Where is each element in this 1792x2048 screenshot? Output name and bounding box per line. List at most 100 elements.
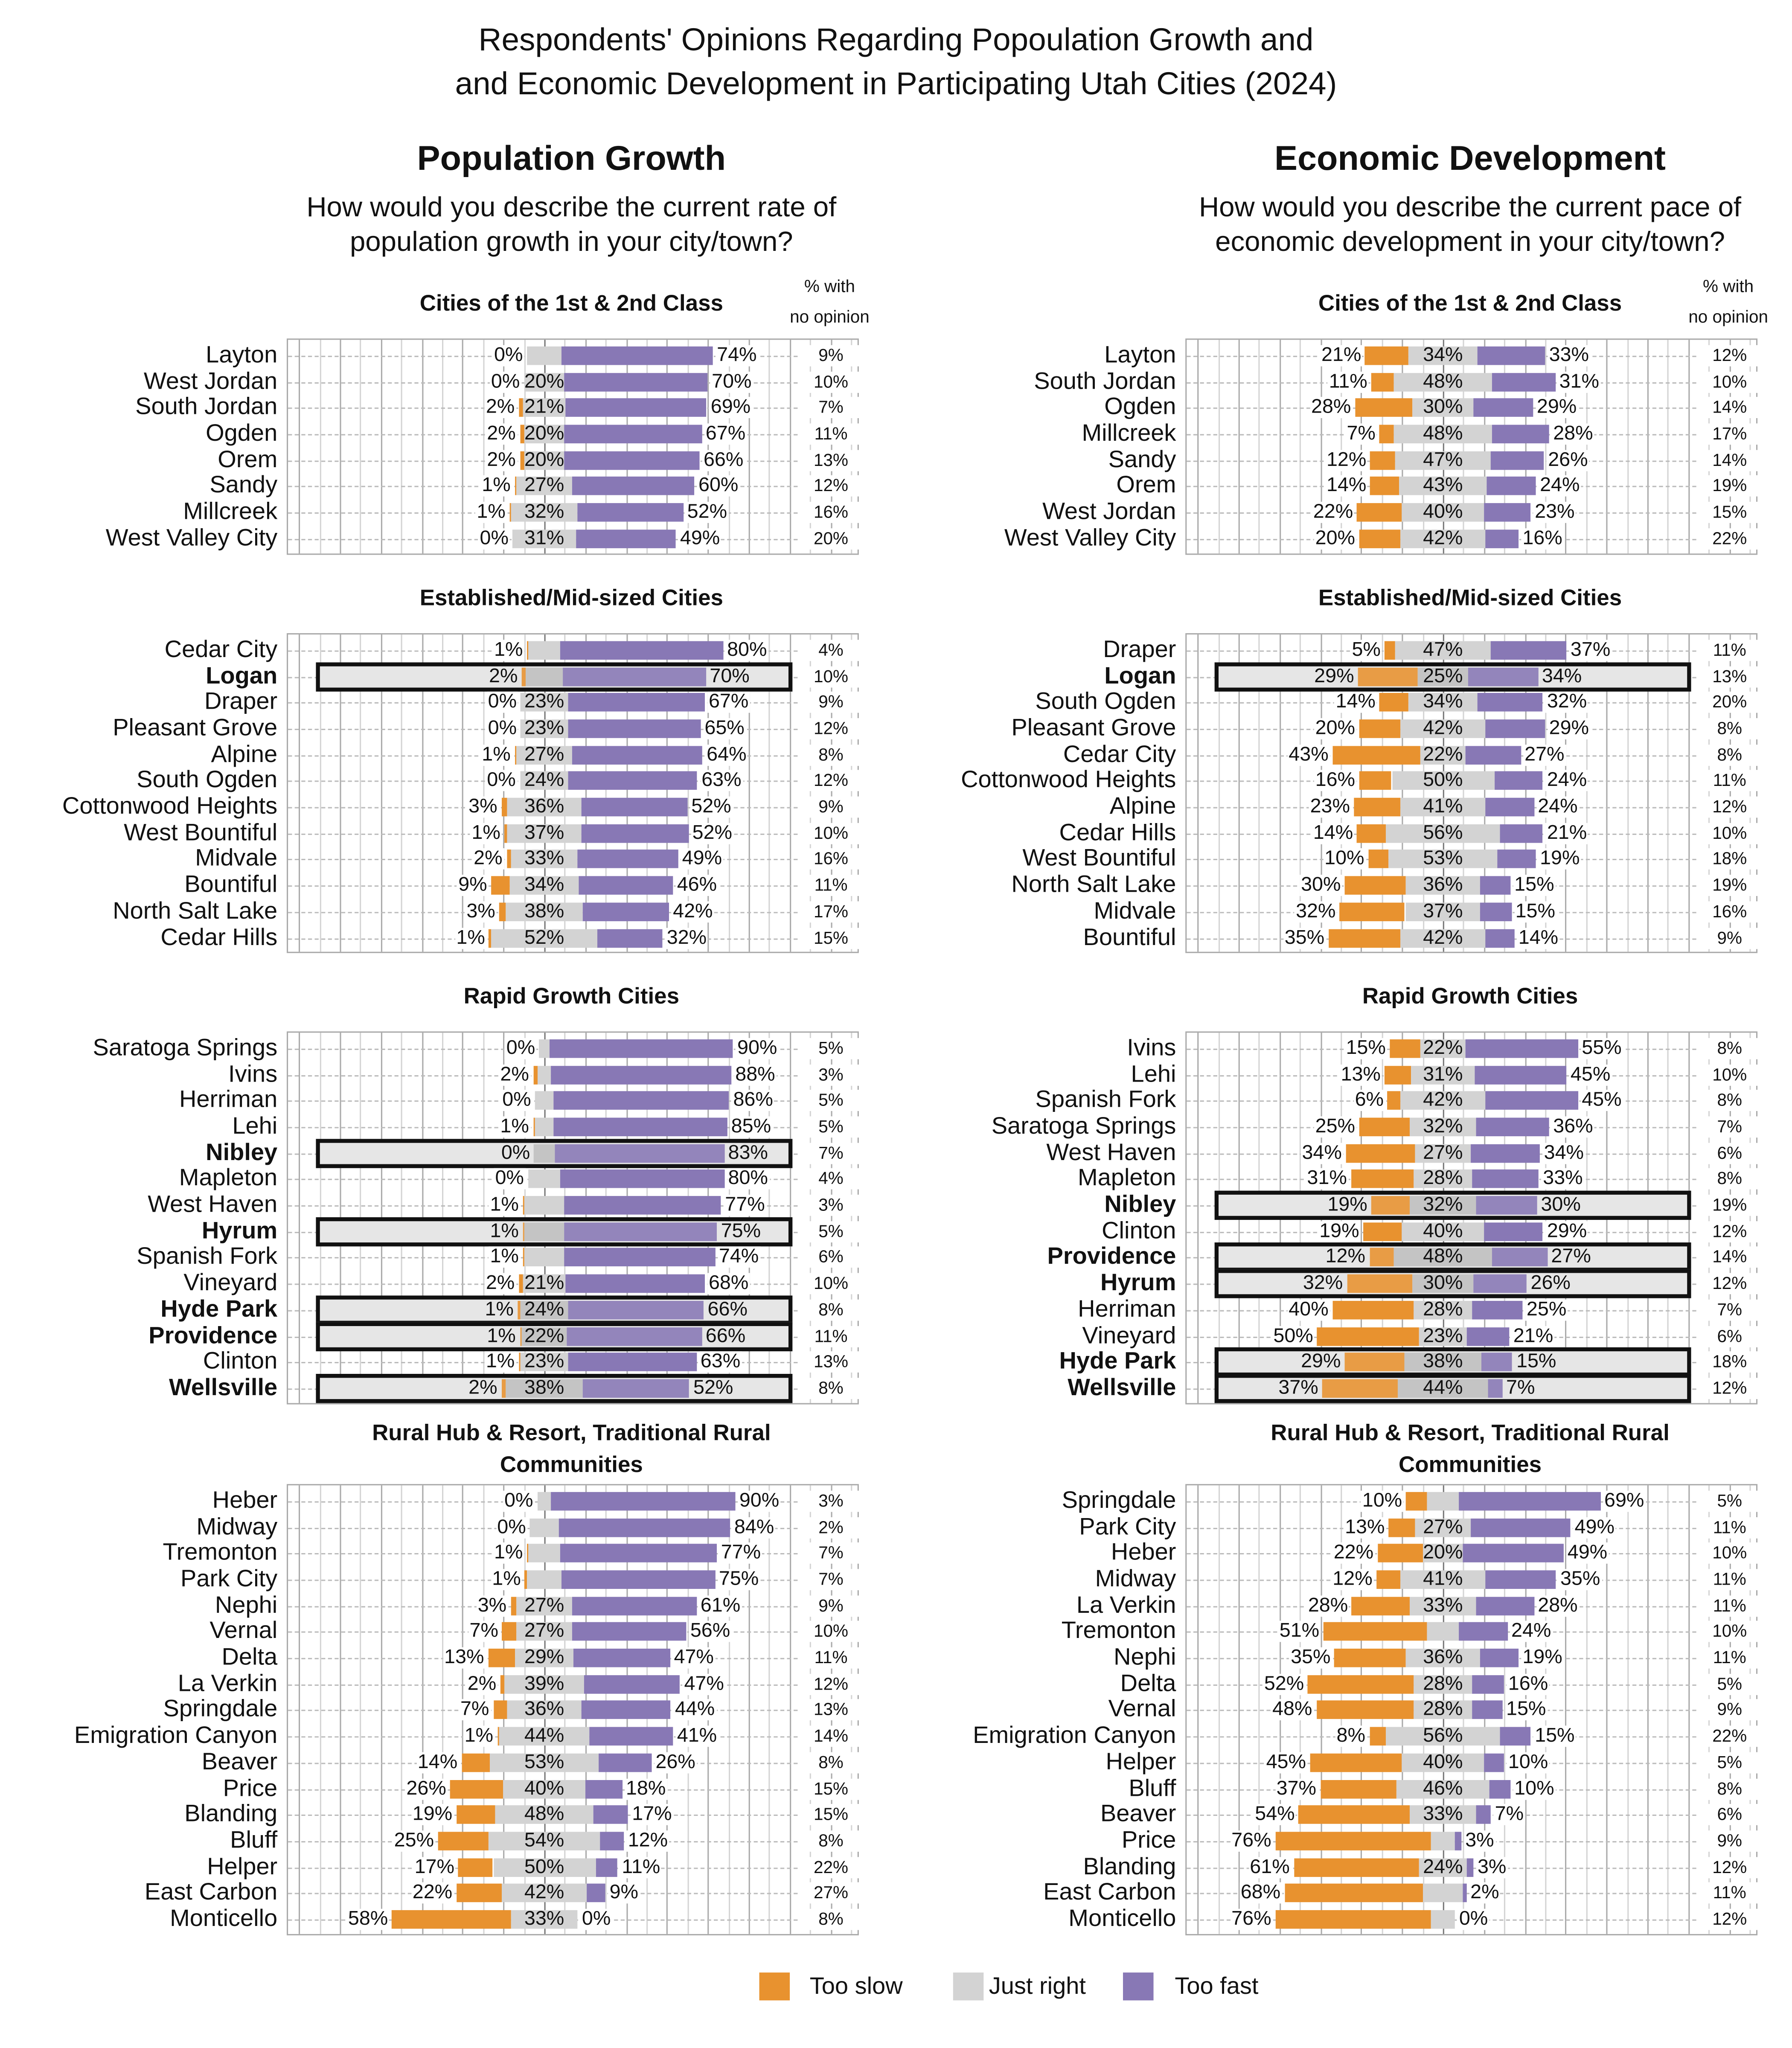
bar-too-fast (1486, 529, 1519, 548)
panel-question-line: How would you describe the current rate … (306, 192, 837, 223)
label-too-fast: 45% (1569, 1063, 1612, 1085)
bar-too-slow (523, 1222, 525, 1241)
label-too-slow: 2% (486, 449, 517, 471)
label-no-opinion: 12% (1696, 1273, 1763, 1295)
bar-too-fast (579, 876, 673, 895)
bar-too-slow (527, 1544, 529, 1563)
section-header: Rapid Growth Cities (279, 981, 864, 1013)
label-just-right: 24% (1423, 1855, 1463, 1878)
bar-too-fast (572, 1596, 697, 1615)
gridline-vertical (1524, 634, 1526, 952)
table-row: 32% 37% 15% 16% (1187, 634, 1763, 952)
label-no-opinion: 12% (1696, 345, 1763, 367)
city-label: Sandy (209, 471, 278, 498)
label-too-fast: 21% (1545, 822, 1588, 844)
label-too-fast: 33% (1542, 1168, 1584, 1190)
label-too-slow: 0% (486, 691, 518, 713)
city-label: Wellsville (1068, 1373, 1176, 1401)
no-opinion-header-line: % with (804, 276, 855, 296)
gridline-vertical (503, 340, 505, 553)
gridline-vertical (810, 634, 812, 952)
bar-too-fast (582, 824, 689, 843)
bar-just-right (490, 1753, 599, 1772)
city-label: Midvale (1094, 897, 1176, 924)
bar-just-right (1393, 425, 1492, 443)
label-no-opinion: 10% (1696, 1064, 1763, 1085)
label-no-opinion: 16% (1696, 901, 1763, 922)
bar-too-slow (502, 1622, 517, 1641)
table-row: 3% 36% 52% 9% (288, 634, 864, 952)
table-row: 13% 29% 47% 11% (288, 1485, 864, 1934)
label-just-right: 34% (524, 873, 564, 896)
label-too-fast: 52% (686, 501, 729, 523)
legend-label: Too slow (809, 1972, 903, 1999)
label-no-opinion: 12% (797, 718, 864, 739)
table-row: 11% 48% 31% 10% (1187, 340, 1763, 553)
city-label: Lehi (1131, 1060, 1176, 1087)
bar-just-right (1419, 1327, 1466, 1346)
gridline-vertical (422, 634, 423, 952)
label-too-slow: 22% (1332, 1542, 1375, 1564)
label-too-fast: 49% (1566, 1542, 1609, 1564)
label-too-slow: 28% (1309, 396, 1353, 419)
panel-question-line: economic development in your city/town? (1215, 227, 1725, 258)
bar-just-right (505, 1379, 583, 1398)
label-no-opinion: 10% (1696, 371, 1763, 393)
bar-too-fast (567, 719, 701, 738)
label-too-slow: 20% (1314, 527, 1357, 550)
bar-just-right (510, 1910, 578, 1929)
table-row: 7% 48% 28% 17% (1187, 340, 1763, 553)
table-row: 13% 27% 49% 11% (1187, 1485, 1763, 1934)
section-header: Rapid Growth Cities (1178, 981, 1762, 1013)
city-label: Draper (204, 688, 278, 715)
city-label: Herriman (1078, 1295, 1176, 1322)
bar-too-fast (1486, 928, 1515, 947)
gridline-vertical (1647, 340, 1649, 553)
label-too-fast: 52% (693, 1376, 733, 1399)
label-too-slow: 68% (1239, 1882, 1282, 1904)
gridline-vertical (503, 634, 505, 952)
bar-too-slow (1369, 1248, 1394, 1267)
bar-too-fast (1478, 693, 1543, 712)
label-just-right: 20% (524, 422, 564, 445)
gridline-vertical (340, 1485, 341, 1934)
bar-too-slow (488, 1649, 515, 1667)
label-no-opinion: 19% (1696, 1195, 1763, 1216)
bar-too-fast (1471, 1675, 1504, 1693)
gridline-vertical (1565, 634, 1567, 952)
table-row: 0% 23% 65% 12% (288, 634, 864, 952)
label-just-right: 38% (1423, 1350, 1463, 1373)
city-label: Clinton (1102, 1217, 1176, 1244)
label-just-right: 56% (1423, 821, 1463, 844)
gridline-vertical (462, 634, 464, 952)
city-label: Park City (180, 1565, 278, 1592)
label-too-fast: 33% (1548, 344, 1591, 367)
bar-too-slow (438, 1832, 489, 1850)
label-no-opinion: 17% (797, 901, 864, 922)
bar-too-fast (584, 1675, 681, 1693)
label-too-fast: 24% (1545, 770, 1588, 792)
label-too-fast: 30% (1541, 1193, 1581, 1216)
gridline-vertical (1197, 340, 1199, 553)
table-row: 10% 69% 5% (1187, 1485, 1763, 1934)
bar-just-right (509, 876, 579, 895)
label-too-fast: 10% (1513, 1777, 1556, 1800)
bar-too-fast (1491, 641, 1567, 660)
label-too-slow: 8% (1335, 1725, 1367, 1747)
gridline-vertical (769, 340, 771, 553)
bar-too-fast (1465, 1039, 1578, 1058)
label-just-right: 20% (524, 448, 564, 471)
gridline-vertical (1729, 634, 1731, 952)
label-just-right: 32% (524, 500, 564, 523)
gridline-vertical (340, 634, 341, 952)
city-label: Delta (221, 1643, 278, 1670)
section-header-line: Communities (1399, 1452, 1542, 1478)
section-header-line: Established/Mid-sized Cities (419, 585, 723, 611)
city-label: Midway (1095, 1565, 1176, 1592)
gridline-vertical (1708, 634, 1710, 952)
gridline-vertical (748, 340, 750, 553)
bar-just-right (525, 1248, 564, 1267)
gridline-vertical (524, 634, 525, 952)
label-just-right: 28% (1423, 1672, 1463, 1695)
gridline-vertical (1422, 340, 1424, 553)
